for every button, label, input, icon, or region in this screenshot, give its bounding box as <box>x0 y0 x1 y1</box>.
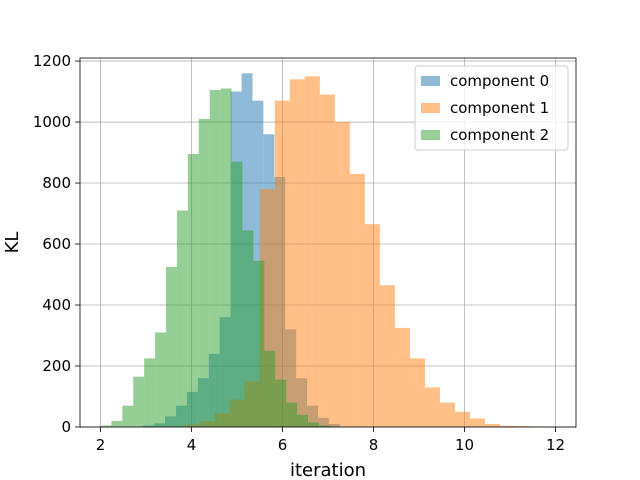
histogram-bar <box>318 425 330 427</box>
histogram-bar <box>307 422 319 427</box>
histogram-bar <box>122 405 134 427</box>
legend: component 0 component 1 component 2 <box>414 65 569 151</box>
x-tick-label: 6 <box>278 436 288 454</box>
axis-ticks: 2 4 6 8 10 12 0 200 400 600 800 1000 1200 <box>33 52 565 454</box>
x-tick-label: 2 <box>96 436 106 454</box>
y-tick-label: 600 <box>42 235 71 253</box>
histogram-bar <box>144 358 156 427</box>
histogram-bar <box>264 350 276 427</box>
histogram-bar <box>319 94 335 428</box>
histogram-bar <box>484 423 501 427</box>
legend-swatch <box>421 130 440 140</box>
histogram-bar <box>454 411 470 427</box>
histogram-bar <box>198 118 210 428</box>
histogram-bar <box>379 285 395 427</box>
legend-swatch <box>421 76 440 86</box>
histogram-bar <box>394 327 410 427</box>
histogram-bar <box>409 358 425 427</box>
histogram-bar <box>133 376 145 427</box>
histogram-bar <box>274 100 290 427</box>
histogram-bar <box>334 122 350 427</box>
legend-label: component 1 <box>450 99 549 117</box>
y-tick-label: 200 <box>42 357 71 375</box>
y-tick-label: 400 <box>42 296 71 314</box>
histogram-bar <box>469 418 485 427</box>
x-tick-label: 8 <box>369 436 379 454</box>
legend-frame <box>414 65 569 151</box>
histogram-bar <box>111 420 123 427</box>
x-tick-label: 10 <box>455 436 474 454</box>
legend-swatch <box>421 103 440 113</box>
legend-label: component 0 <box>450 72 549 90</box>
histogram-bar <box>500 425 516 427</box>
histogram-bar <box>209 90 221 427</box>
histogram-bar <box>364 224 380 427</box>
histogram-bar <box>176 210 188 427</box>
histogram-bar <box>231 161 243 427</box>
x-axis-label: iteration <box>290 460 366 480</box>
histogram-bar <box>100 425 112 427</box>
legend-label: component 2 <box>450 126 549 144</box>
y-axis-label: KL <box>2 232 23 254</box>
plot-area-frame <box>79 57 577 428</box>
histogram-bar <box>439 402 455 427</box>
x-tick-label: 12 <box>546 436 565 454</box>
y-tick-label: 1200 <box>33 52 71 70</box>
histogram-bar <box>515 426 531 427</box>
y-tick-label: 800 <box>42 174 71 192</box>
histogram-bar <box>424 387 440 427</box>
series-2-bars <box>100 88 330 428</box>
histogram-bar <box>349 173 365 427</box>
histogram-bar <box>275 379 287 427</box>
histogram-bar <box>304 76 320 428</box>
y-tick-label: 1000 <box>33 113 71 131</box>
histogram-bar <box>166 266 177 427</box>
histogram-bars <box>100 73 561 428</box>
histogram-bar <box>253 260 265 427</box>
x-tick-label: 4 <box>187 436 197 454</box>
histogram-bar <box>220 88 232 428</box>
histogram-bar <box>286 402 298 427</box>
histogram-bar <box>297 414 308 427</box>
histogram-bar <box>289 79 305 427</box>
histogram-bar <box>155 332 167 427</box>
y-tick-label: 0 <box>61 418 71 436</box>
histogram-bar <box>242 230 254 427</box>
histogram-bar <box>187 154 199 427</box>
